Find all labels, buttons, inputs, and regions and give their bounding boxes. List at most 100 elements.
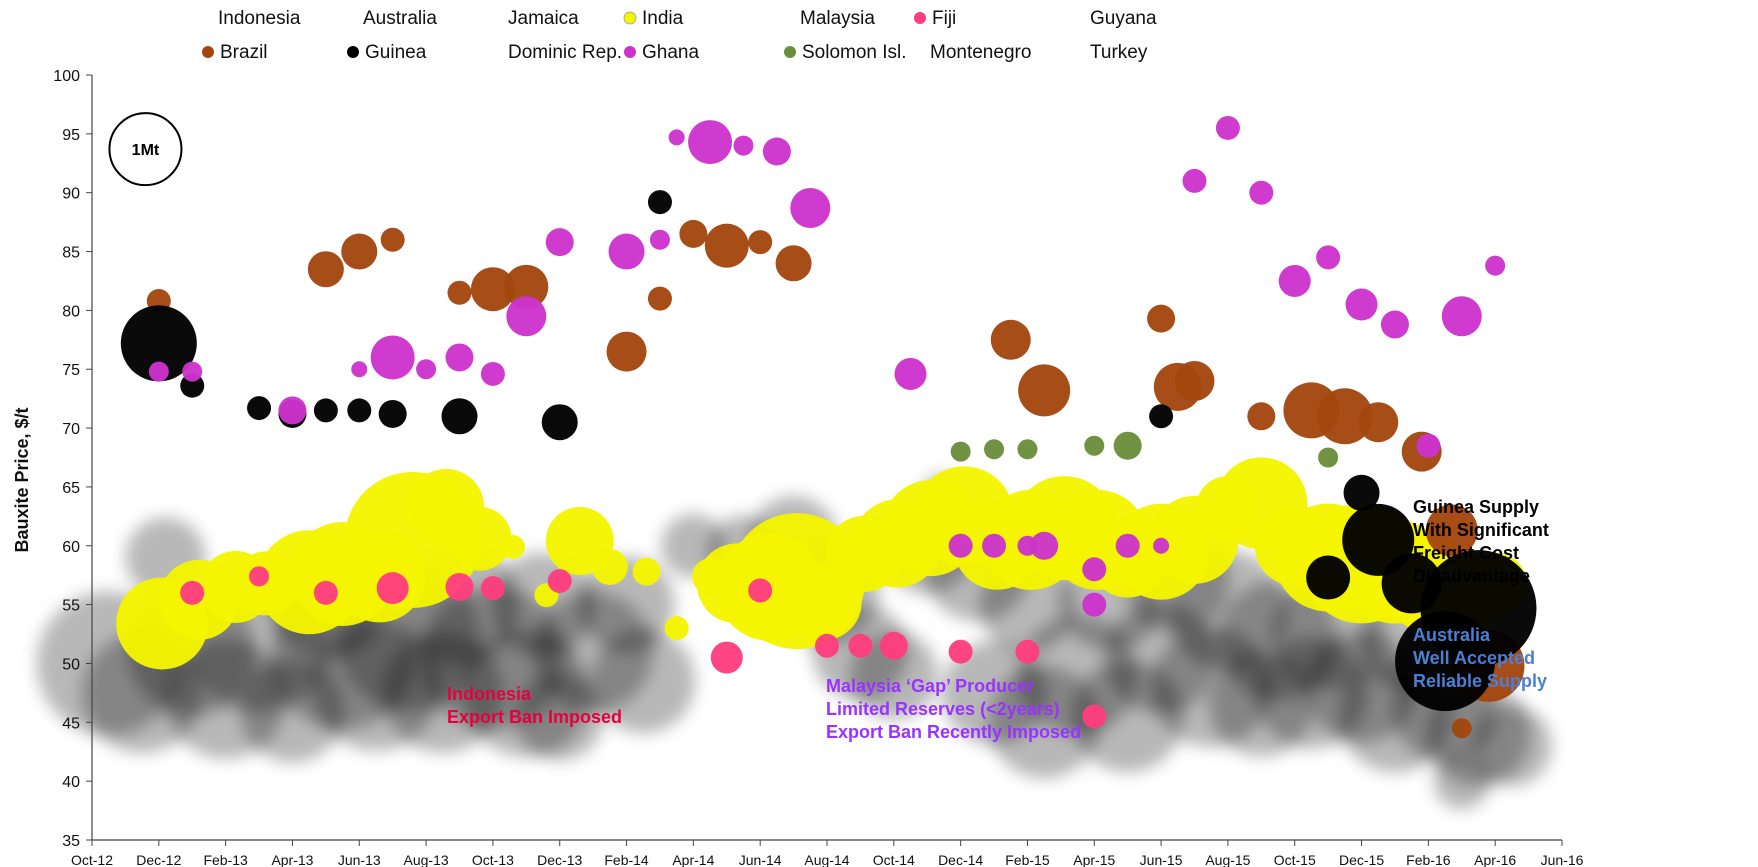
- bubble-point: [1485, 255, 1506, 276]
- bubble-point: [341, 233, 378, 270]
- annotation: Indonesia Export Ban Imposed: [447, 684, 622, 727]
- x-tick-label: Apr-14: [672, 852, 714, 867]
- x-tick-label: Aug-14: [804, 852, 849, 867]
- bubble-series: [116, 115, 1537, 739]
- legend-entry: Australia: [363, 8, 437, 29]
- bubble-point: [180, 373, 205, 398]
- x-tick-label: Dec-15: [1339, 852, 1384, 867]
- x-tick-label: Jun-14: [739, 852, 782, 867]
- bubble-point: [950, 441, 971, 462]
- bubble-point: [762, 137, 791, 166]
- bubble-point: [1451, 718, 1472, 739]
- legend-label: Guyana: [1090, 8, 1157, 29]
- x-tick-label: Feb-15: [1005, 852, 1050, 867]
- size-reference: 1Mt: [108, 112, 183, 187]
- bubble-point: [815, 633, 839, 658]
- bubble-point: [1306, 555, 1351, 600]
- bubble-point: [1174, 361, 1215, 401]
- bubble-point: [649, 229, 670, 250]
- x-tick-label: Jun-16: [1541, 852, 1584, 867]
- series-solomon-isl-: [950, 431, 1339, 468]
- bubble-point: [1358, 402, 1399, 443]
- y-tick-label: 95: [62, 127, 80, 144]
- annotation-line: Reliable Supply: [1413, 671, 1547, 691]
- x-tick-label: Jun-15: [1140, 852, 1183, 867]
- legend-marker: [914, 12, 926, 24]
- bubble-point: [470, 267, 515, 312]
- bubble-point: [1318, 447, 1339, 468]
- annotation-line: With Significant: [1413, 520, 1549, 540]
- bubble-point: [313, 580, 338, 605]
- x-tick-label: Dec-14: [938, 852, 983, 867]
- bubble-point: [790, 187, 831, 228]
- x-tick-label: Oct-14: [873, 852, 915, 867]
- legend-marker: [624, 46, 636, 58]
- legend-label: Guinea: [365, 42, 427, 63]
- annotation: Australia Well Accepted Reliable Supply: [1413, 625, 1547, 691]
- bubble-point: [688, 120, 733, 165]
- bubble-point: [879, 631, 908, 660]
- legend: Indonesia Australia Jamaica India Malaysia Fi…: [202, 8, 1157, 63]
- y-axis-label: Bauxite Price, $/t: [12, 407, 32, 552]
- y-tick-label: 35: [62, 833, 80, 850]
- bubble-point: [1017, 439, 1038, 460]
- x-tick-label: Oct-15: [1274, 852, 1316, 867]
- y-tick-label: 50: [62, 656, 80, 673]
- bubble-point: [668, 129, 685, 146]
- bubble-point: [984, 439, 1005, 460]
- x-tick-label: Dec-13: [537, 852, 582, 867]
- x-tick-label: Feb-14: [604, 852, 649, 867]
- legend-marker: [784, 46, 796, 58]
- annotation-line: Indonesia: [447, 684, 532, 704]
- bubble-point: [378, 399, 407, 428]
- bubble-point: [182, 361, 203, 382]
- bubble-point: [748, 230, 773, 255]
- annotation-line: Limited Reserves (<2years): [826, 699, 1060, 719]
- bubble-point: [500, 534, 525, 559]
- x-tick-label: Jun-13: [338, 852, 381, 867]
- chart-axes: 35 40 45 50 55 60 65 70 75 80 85 90 95 100 Oct-12 Dec-1…: [53, 68, 1583, 867]
- annotation-line: Disadvantage: [1413, 566, 1530, 586]
- annotations: Indonesia Export Ban Imposed Malaysia ‘Gap…: [447, 497, 1549, 742]
- x-tick-label: Aug-13: [404, 852, 449, 867]
- legend-label: Ghana: [642, 42, 699, 63]
- legend-label: India: [642, 8, 684, 29]
- legend-label: Brazil: [220, 42, 268, 63]
- bubble-point: [1182, 168, 1207, 193]
- legend-marker: [202, 46, 214, 58]
- annotation: Guinea Supply With Significant Freight Cos…: [1413, 497, 1549, 586]
- legend-label: Dominic Rep.: [508, 42, 622, 63]
- series-brazil: [146, 219, 1525, 739]
- annotation-line: Malaysia ‘Gap’ Producer: [826, 676, 1034, 696]
- bubble-point: [313, 398, 338, 423]
- bubble-point: [1018, 364, 1071, 417]
- bubble-point: [445, 572, 474, 601]
- bubble-point: [541, 404, 578, 441]
- x-tick-label: Dec-12: [136, 852, 181, 867]
- bubble-point: [370, 335, 415, 380]
- bubble-point: [748, 578, 773, 603]
- y-tick-label: 55: [62, 598, 80, 615]
- bubble-point: [982, 533, 1007, 558]
- legend-marker: [623, 11, 637, 25]
- x-tick-label: Apr-16: [1474, 852, 1516, 867]
- bubble-point: [1247, 402, 1276, 431]
- bubble-point: [480, 361, 505, 386]
- legend-entry: Turkey: [1090, 42, 1148, 63]
- legend-label: Indonesia: [218, 8, 301, 29]
- background-bubble: [849, 631, 938, 720]
- annotation-line: Guinea Supply: [1413, 497, 1539, 517]
- bubble-point: [948, 533, 973, 558]
- legend-entry: Montenegro: [930, 42, 1031, 63]
- bubble-point: [704, 223, 749, 268]
- bubble-point: [710, 641, 743, 674]
- bubble-point: [441, 398, 478, 435]
- bubble-point: [1015, 639, 1040, 664]
- legend-entry: Malaysia: [800, 8, 875, 29]
- bubble-point: [990, 319, 1031, 360]
- legend-label: Australia: [363, 8, 437, 29]
- bubble-point: [1147, 304, 1176, 333]
- x-tick-label: Apr-13: [271, 852, 313, 867]
- annotation-line: Export Ban Recently Imposed: [826, 722, 1081, 742]
- legend-label: Jamaica: [508, 8, 579, 29]
